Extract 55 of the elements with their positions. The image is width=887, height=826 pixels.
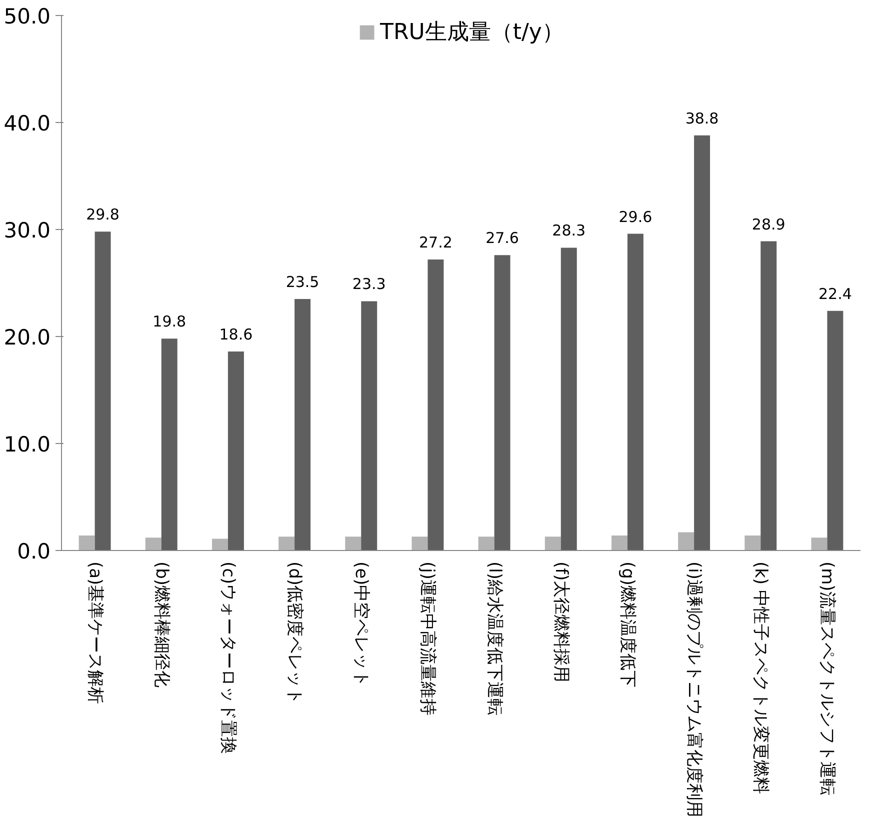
x-tick-label: (j)運転中高流量維持 <box>418 562 438 716</box>
x-tick-label: (a)基準ケース解析 <box>84 562 105 704</box>
data-label: 27.2 <box>419 233 452 252</box>
x-tick-label: (g)燃料温度低下 <box>617 562 638 688</box>
bar <box>361 301 378 550</box>
x-tick-label: (f)太径燃料採用 <box>550 562 571 683</box>
data-label: 38.8 <box>685 109 719 128</box>
bar <box>744 536 761 550</box>
text: 0.0 <box>17 540 51 564</box>
data-label: 28.9 <box>752 215 786 234</box>
legend-label: TRU生成量（t/y） <box>380 19 564 47</box>
x-tick-label: (b)燃料棒細径化 <box>151 562 172 688</box>
bar <box>544 536 561 550</box>
x-tick-label: (d)低密度ペレット <box>284 562 305 705</box>
data-label: 28.3 <box>552 222 586 240</box>
bar <box>228 351 244 550</box>
bar <box>161 338 178 550</box>
x-tick-label: (l)給水温度低下運転 <box>484 562 504 716</box>
text: 30.0 <box>4 218 51 242</box>
bar <box>760 241 777 550</box>
x-tick-label: (i)過剰のプルトニウム富化度利用 <box>684 562 704 818</box>
bar <box>78 536 95 550</box>
bar <box>560 248 577 550</box>
text: 40.0 <box>4 112 51 136</box>
x-tick-label: (k) 中性子スペクトル変更燃料 <box>750 562 771 794</box>
bar <box>412 536 428 550</box>
bar <box>345 536 362 550</box>
data-label: 22.4 <box>818 284 852 303</box>
bar <box>811 538 828 550</box>
bar <box>212 538 228 550</box>
data-label: 19.8 <box>152 312 186 331</box>
data-label: 29.8 <box>86 206 120 224</box>
bar <box>478 536 494 550</box>
text: 10.0 <box>4 432 51 456</box>
bar <box>827 310 844 550</box>
bar <box>494 255 510 550</box>
text: 20.0 <box>4 326 51 350</box>
bar <box>278 536 295 550</box>
x-tick-label: (e)中空ペレット <box>351 562 372 688</box>
text: 50.0 <box>4 4 51 28</box>
data-label: 23.5 <box>286 273 320 292</box>
data-label: 29.6 <box>618 208 652 226</box>
bar <box>145 538 162 550</box>
bar <box>678 532 694 550</box>
bar <box>428 259 444 550</box>
bar <box>94 232 111 550</box>
data-label: 27.6 <box>486 229 519 248</box>
x-tick-label: (c)ウォーターロッド置換 <box>218 562 238 754</box>
data-label: 18.6 <box>219 325 253 344</box>
bar <box>294 299 311 550</box>
x-tick-label: (m)流量スペクトルシフト運転 <box>817 562 838 796</box>
bar <box>627 234 644 550</box>
bar <box>611 536 628 550</box>
data-label: 23.3 <box>352 275 386 294</box>
bar <box>694 135 710 550</box>
